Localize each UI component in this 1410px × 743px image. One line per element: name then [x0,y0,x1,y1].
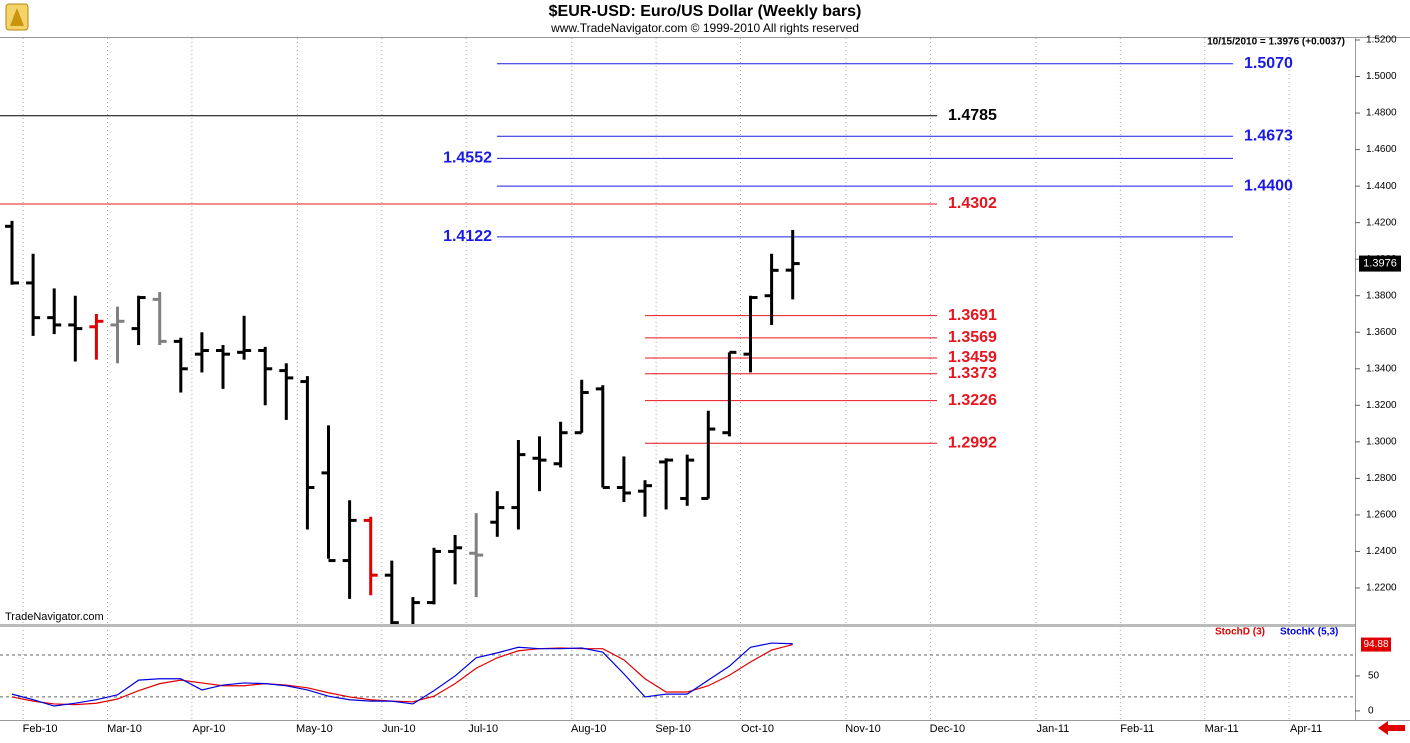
legend-label: StochK (5,3) [1280,627,1338,638]
level-label: 1.4552 [443,150,492,167]
price-label: 1.3976 [1363,257,1397,269]
stoch-line [11,642,793,707]
level-label: 1.4400 [1244,177,1293,194]
y-tick-label: 1.3200 [1366,400,1397,411]
x-tick-label: Feb-10 [23,723,58,735]
x-tick-label: Mar-11 [1205,723,1239,735]
panel-separator [0,624,1355,627]
chart-title: $EUR-USD: Euro/US Dollar (Weekly bars) [549,3,862,20]
level-label: 1.2992 [948,435,997,452]
level-label: 1.3226 [948,392,997,409]
x-tick-label: Dec-10 [930,723,965,735]
x-tick-label: Feb-11 [1120,723,1154,735]
chart-subtitle: www.TradeNavigator.com © 1999-2010 All r… [550,21,859,35]
level-label: 1.5070 [1244,55,1293,72]
x-tick-label: Apr-10 [192,723,225,735]
axes: Feb-10 Mar-10 Apr-10 May-10 Jun-10 Jul-10 Aug-… [23,35,1401,735]
price-box [1359,255,1401,272]
y-tick-label: 1.4600 [1366,144,1397,155]
level-label: 1.3459 [948,349,997,366]
x-tick-label: Jan-11 [1036,723,1069,735]
price-panel [0,63,1233,624]
grid [22,38,1290,720]
y-tick-label: 1.5200 [1366,35,1397,46]
x-tick-label: Apr-11 [1290,723,1322,735]
level-label: 1.4122 [443,228,492,245]
x-tick-label: Oct-10 [741,723,774,735]
scroll-arrow[interactable] [1378,721,1405,735]
value-box [1361,637,1391,652]
x-tick-label: Jul-10 [468,723,498,735]
value-label: 94.88 [1363,639,1388,650]
stoch-panel [0,642,1355,707]
watermark: TradeNavigator.com [5,611,104,623]
level-label: 1.3569 [948,329,997,346]
level-label: 1.4673 [1244,127,1293,144]
stoch-line [11,643,793,706]
level-label: 1.3373 [948,365,997,382]
logo [5,3,29,31]
y-tick-label: 1.3600 [1366,327,1397,338]
x-tick-label: Sep-10 [655,723,690,735]
y-tick-label: 1.5000 [1366,71,1397,82]
y-tick-label: 1.2600 [1366,510,1397,521]
y-tick-label: 1.2800 [1366,473,1397,484]
x-tick-label: Mar-10 [107,723,142,735]
y-tick-label: 1.3000 [1366,436,1397,447]
y-tick-label: 1.3800 [1366,290,1397,301]
y-tick-label: 0 [1368,706,1374,717]
y-tick-label: 50 [1368,671,1380,682]
level-label: 1.3691 [948,307,997,324]
x-tick-label: Aug-10 [571,723,606,735]
level-label: 1.4302 [948,195,997,212]
y-tick-label: 1.4400 [1366,181,1397,192]
info-text: 10/15/2010 = 1.3976 (+0.0037) [1207,37,1345,48]
x-tick-label: Nov-10 [845,723,880,735]
y-tick-label: 1.2400 [1366,546,1397,557]
y-tick-label: 1.4200 [1366,217,1397,228]
legend-label: StochD (3) [1215,627,1265,638]
x-tick-label: Jun-10 [382,723,416,735]
y-tick-label: 1.3400 [1366,363,1397,374]
y-tick-label: 1.2200 [1366,583,1397,594]
level-label: 1.4785 [948,107,997,124]
x-tick-label: May-10 [296,723,333,735]
y-tick-label: 1.4800 [1366,108,1397,119]
